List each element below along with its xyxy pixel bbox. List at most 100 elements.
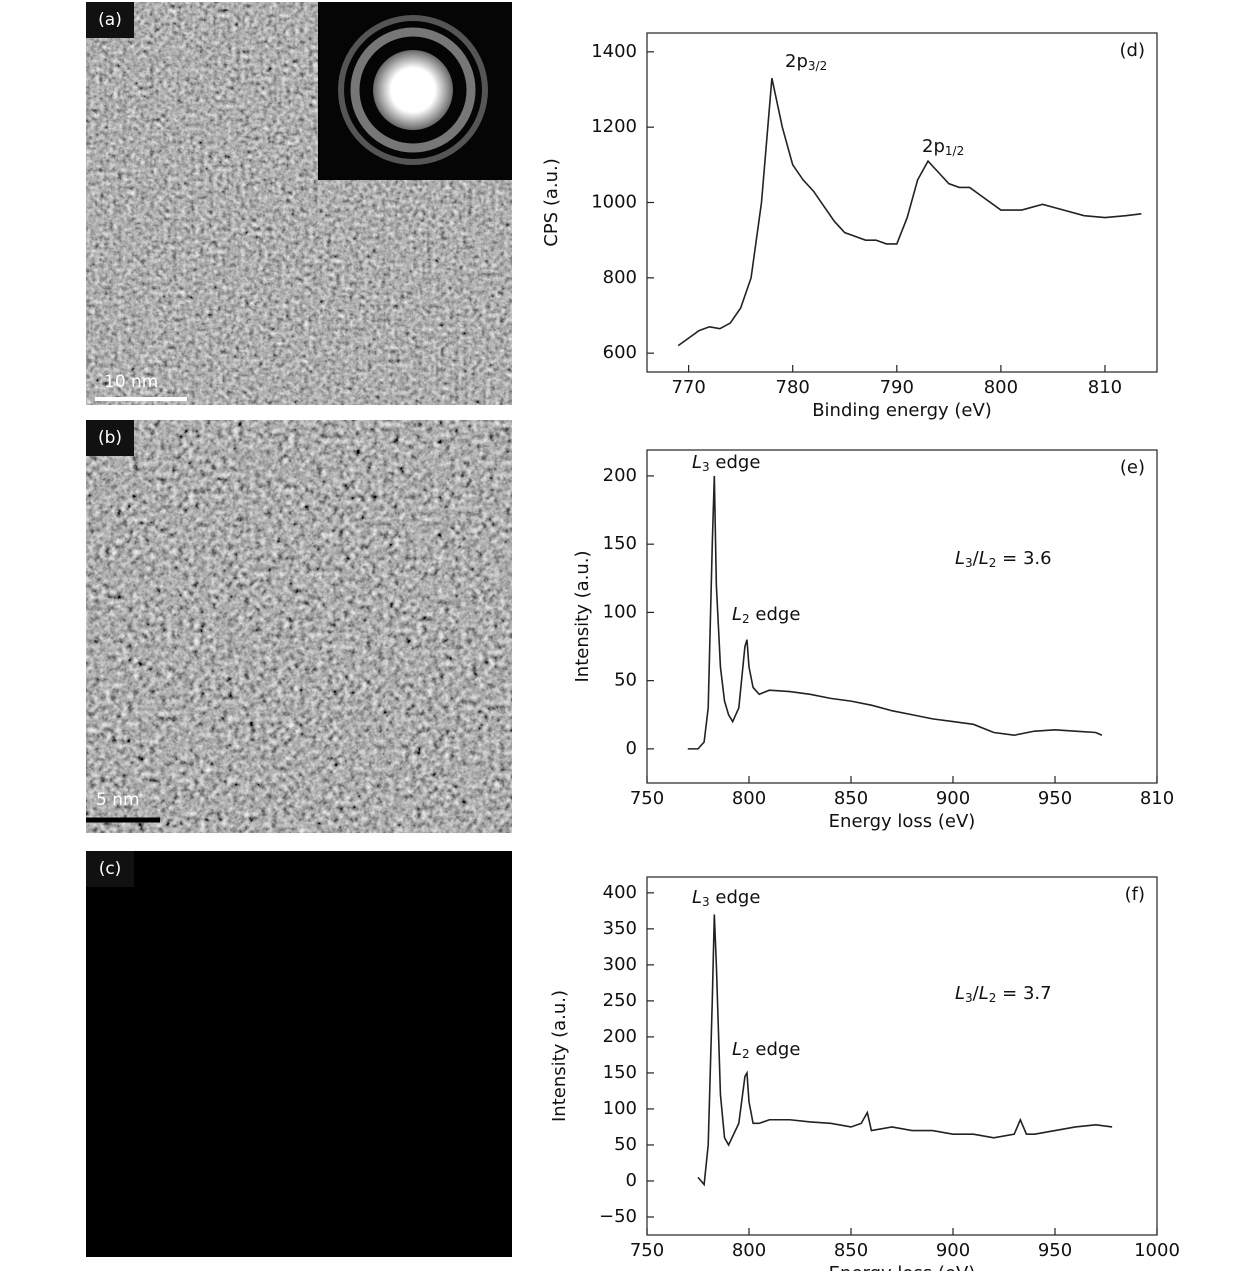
- plot-frame: [646, 32, 1158, 373]
- plot-frame: [646, 876, 1158, 1236]
- x-tick-label: 750: [630, 1240, 664, 1261]
- x-tick-label: 800: [732, 788, 766, 809]
- y-tick-label: 1400: [591, 41, 637, 62]
- y-tick-label: 1200: [591, 116, 637, 137]
- annotation-part: 2p: [922, 136, 945, 157]
- diffraction-ring: [350, 27, 476, 153]
- x-axis-label: Binding energy (eV): [812, 400, 992, 421]
- y-tick-label: 600: [603, 342, 637, 363]
- x-tick-label: 1000: [1134, 1240, 1180, 1261]
- annotation-part: 3: [702, 895, 710, 909]
- y-axis-label: CPS (a.u.): [541, 158, 562, 247]
- panel-label: (d): [1120, 40, 1145, 61]
- y-tick-label: 300: [603, 954, 637, 975]
- annotation-part: L: [692, 887, 702, 908]
- annotation-part: edge: [750, 604, 801, 625]
- annotation-part: L: [979, 983, 989, 1004]
- panel-label: (a): [98, 10, 122, 30]
- y-tick-label: −50: [599, 1206, 637, 1227]
- y-tick-label: 200: [603, 1026, 637, 1047]
- annotation: L2 edge: [732, 604, 800, 626]
- panel-label: (f): [1125, 884, 1145, 905]
- annotation: L2 edge: [732, 1039, 800, 1061]
- panel-label: (b): [98, 428, 122, 448]
- data-line: [677, 78, 1142, 347]
- x-tick-label: 810: [1088, 377, 1122, 398]
- panel-label: (e): [1120, 457, 1145, 478]
- y-tick-label: 0: [626, 738, 637, 759]
- annotation-part: 2p: [785, 51, 808, 72]
- y-tick-label: 250: [603, 990, 637, 1011]
- x-tick-label: 850: [834, 1240, 868, 1261]
- elemental-map: [86, 851, 512, 1257]
- annotation: L3 edge: [692, 887, 760, 909]
- annotation-part: 3: [965, 556, 973, 570]
- panel-label: (c): [99, 859, 122, 879]
- plot-frame: [646, 449, 1158, 784]
- diffraction-spot: [373, 50, 453, 130]
- x-tick-label: 900: [936, 1240, 970, 1261]
- y-tick-label: 400: [603, 882, 637, 903]
- annotation-part: 2: [742, 1047, 750, 1061]
- x-tick-label: 810: [1140, 788, 1174, 809]
- x-tick-label: 800: [732, 1240, 766, 1261]
- annotation-part: /: [973, 983, 980, 1004]
- y-tick-label: 50: [614, 1134, 637, 1155]
- label-bg: [86, 851, 134, 887]
- label-bg: [86, 2, 134, 38]
- y-tick-label: 0: [626, 1170, 637, 1191]
- y-tick-label: 100: [603, 1098, 637, 1119]
- data-line: [697, 914, 1113, 1187]
- annotation-part: L: [955, 548, 965, 569]
- scale-bar-label: 10 nm: [104, 372, 158, 392]
- annotation-part: 3: [702, 460, 710, 474]
- x-tick-label: 800: [984, 377, 1018, 398]
- y-tick-label: 1000: [591, 192, 637, 213]
- annotation-part: /: [973, 548, 980, 569]
- x-tick-label: 780: [776, 377, 810, 398]
- y-tick-label: 350: [603, 918, 637, 939]
- annotation: L3 edge: [692, 452, 760, 474]
- x-tick-label: 770: [671, 377, 705, 398]
- annotation-part: 2: [742, 612, 750, 626]
- scale-bar-label: 5 nm: [96, 790, 140, 810]
- y-tick-label: 800: [603, 267, 637, 288]
- annotation: L3/L2 = 3.6: [955, 548, 1052, 570]
- annotation-part: = 3.6: [996, 548, 1051, 569]
- y-tick-label: 50: [614, 670, 637, 691]
- annotation-part: L: [732, 604, 742, 625]
- annotation-part: = 3.7: [996, 983, 1051, 1004]
- tem-image: [86, 420, 512, 833]
- annotation-part: L: [955, 983, 965, 1004]
- data-line: [687, 475, 1103, 750]
- label-bg: [86, 420, 134, 456]
- annotation-part: 2: [989, 991, 997, 1005]
- annotation: 2p1/2: [922, 136, 964, 158]
- annotation: 2p3/2: [785, 51, 827, 73]
- x-tick-label: 950: [1038, 788, 1072, 809]
- x-tick-label: 900: [936, 788, 970, 809]
- y-axis-label: Intensity (a.u.): [549, 990, 570, 1122]
- annotation-part: edge: [710, 887, 761, 908]
- annotation-part: L: [692, 452, 702, 473]
- y-axis-label: Intensity (a.u.): [572, 551, 593, 683]
- x-tick-label: 750: [630, 788, 664, 809]
- diffraction-ring: [338, 15, 488, 165]
- x-tick-label: 850: [834, 788, 868, 809]
- annotation: L3/L2 = 3.7: [955, 983, 1052, 1005]
- annotation-part: 2: [989, 556, 997, 570]
- y-tick-label: 150: [603, 533, 637, 554]
- y-tick-label: 200: [603, 465, 637, 486]
- annotation-part: 1/2: [945, 144, 964, 158]
- x-axis-label: Energy loss (eV): [829, 811, 976, 832]
- annotation-part: edge: [710, 452, 761, 473]
- annotation-part: L: [979, 548, 989, 569]
- x-tick-label: 950: [1038, 1240, 1072, 1261]
- x-tick-label: 790: [880, 377, 914, 398]
- annotation-part: 3/2: [808, 59, 827, 73]
- y-tick-label: 150: [603, 1062, 637, 1083]
- x-axis-label: Energy loss (eV): [829, 1263, 976, 1271]
- y-tick-label: 100: [603, 601, 637, 622]
- annotation-part: edge: [750, 1039, 801, 1060]
